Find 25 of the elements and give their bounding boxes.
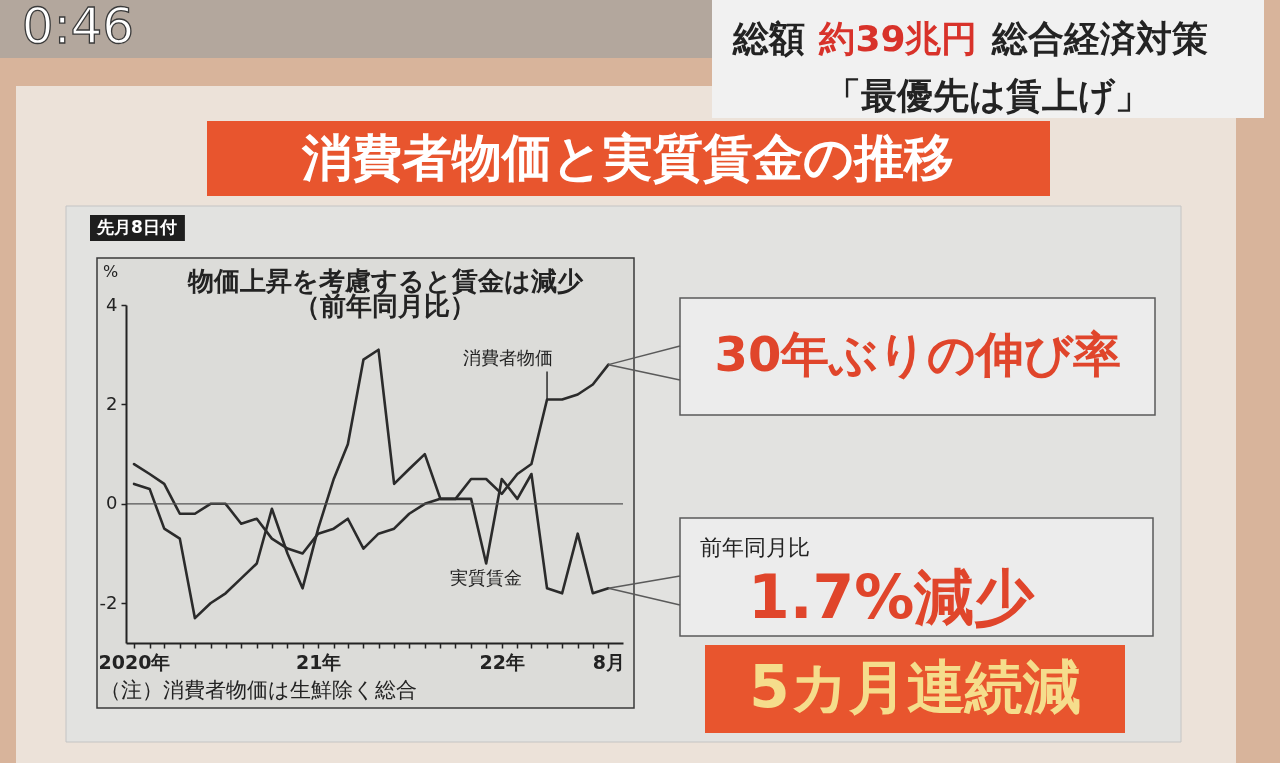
series-label: 実質賃金	[450, 567, 523, 589]
x-tick-label: 2020年	[98, 650, 171, 673]
text: 総合経済対策	[991, 18, 1209, 59]
y-axis-title: %	[102, 261, 119, 281]
text: 「最優先は賃上げ」	[825, 75, 1151, 116]
x-tick-label: 22年	[479, 650, 525, 673]
y-tick-label: 0	[106, 492, 118, 514]
x-tick-label: 8月	[592, 650, 626, 673]
text: 総額	[732, 18, 805, 59]
line-series	[132, 348, 610, 620]
y-tick-label: 2	[106, 392, 118, 414]
annotation: 1.7%減少	[748, 562, 1036, 632]
x-tick-label: 21年	[295, 650, 342, 673]
series-label: 消費者物価	[463, 347, 554, 369]
chart-title: 消費者物価と実質賃金の推移	[301, 129, 954, 187]
text: （注）消費者物価は生鮮除く総合	[100, 678, 417, 702]
y-tick-label: -2	[99, 591, 118, 613]
annotation: 30年ぶりの伸び率	[714, 326, 1122, 382]
text: 先月8日付	[96, 217, 177, 237]
text: 約39兆円	[818, 18, 978, 59]
chart-subtitle: 物価上昇を考慮すると賃金は減少（前年同月比）	[186, 266, 584, 321]
annotation: 前年同月比	[700, 535, 810, 560]
text: 0:46	[21, 0, 135, 55]
text: 5カ月連続減	[749, 653, 1081, 721]
y-tick-label: 4	[106, 293, 118, 315]
